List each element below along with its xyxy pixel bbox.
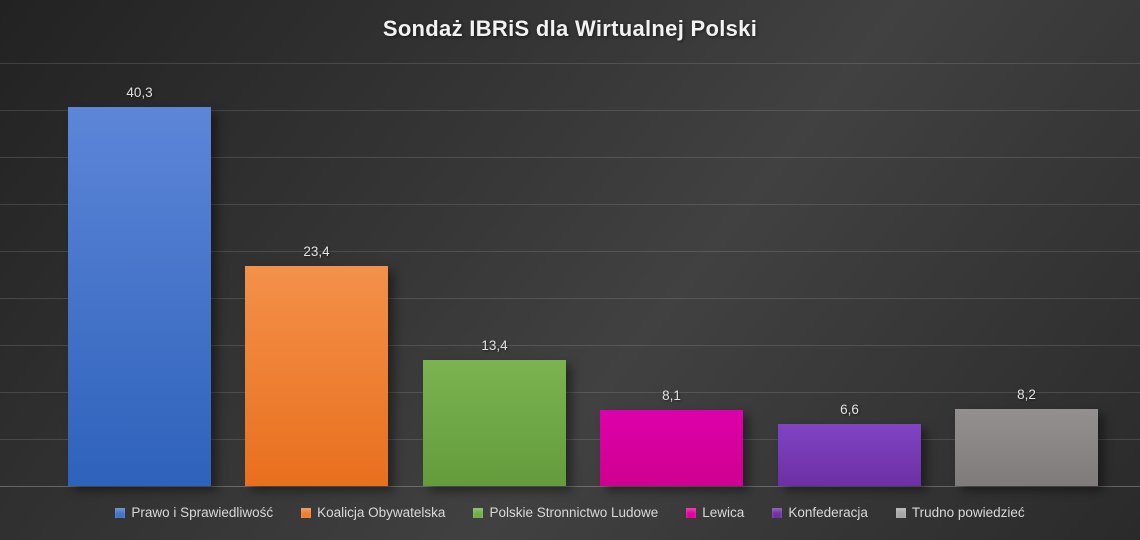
chart-bar — [955, 409, 1098, 486]
plot-area: 40,3 23,4 13,4 8,1 6,6 8,2 — [0, 63, 1140, 487]
legend-label: Konfederacja — [788, 505, 868, 520]
legend-label: Trudno powiedzieć — [911, 505, 1025, 520]
legend-item: Konfederacja — [772, 505, 868, 520]
chart-bar — [600, 410, 743, 486]
legend-item: Polskie Stronnictwo Ludowe — [473, 505, 658, 520]
bar-value-label: 23,4 — [303, 244, 330, 259]
legend-swatch-icon — [301, 507, 312, 518]
legend-label: Lewica — [702, 505, 745, 520]
bar-value-label: 40,3 — [126, 85, 153, 100]
bar-value-label: 6,6 — [840, 402, 859, 417]
legend-swatch-icon — [473, 507, 484, 518]
legend-swatch-icon — [686, 507, 697, 518]
chart-bar — [245, 266, 388, 486]
chart-bar — [778, 424, 921, 486]
legend-swatch-icon — [115, 507, 126, 518]
legend-label: Polskie Stronnictwo Ludowe — [489, 505, 659, 520]
legend-swatch-icon — [772, 507, 783, 518]
bar-value-label: 13,4 — [481, 338, 508, 353]
bar-value-label: 8,1 — [662, 388, 681, 403]
legend-label: Prawo i Sprawiedliwość — [131, 505, 274, 520]
bar-value-label: 8,2 — [1017, 387, 1036, 402]
legend-label: Koalicja Obywatelska — [317, 505, 446, 520]
legend-item: Prawo i Sprawiedliwość — [115, 505, 273, 520]
legend-item: Trudno powiedzieć — [895, 505, 1025, 520]
legend-item: Koalicja Obywatelska — [301, 505, 445, 520]
chart-bar — [68, 107, 211, 486]
chart-bar — [423, 360, 566, 486]
legend-swatch-icon — [895, 507, 906, 518]
legend: Prawo i Sprawiedliwość Koalicja Obywatels… — [0, 505, 1140, 520]
legend-item: Lewica — [686, 505, 744, 520]
chart-title: Sondaż IBRiS dla Wirtualnej Polski — [382, 16, 758, 41]
